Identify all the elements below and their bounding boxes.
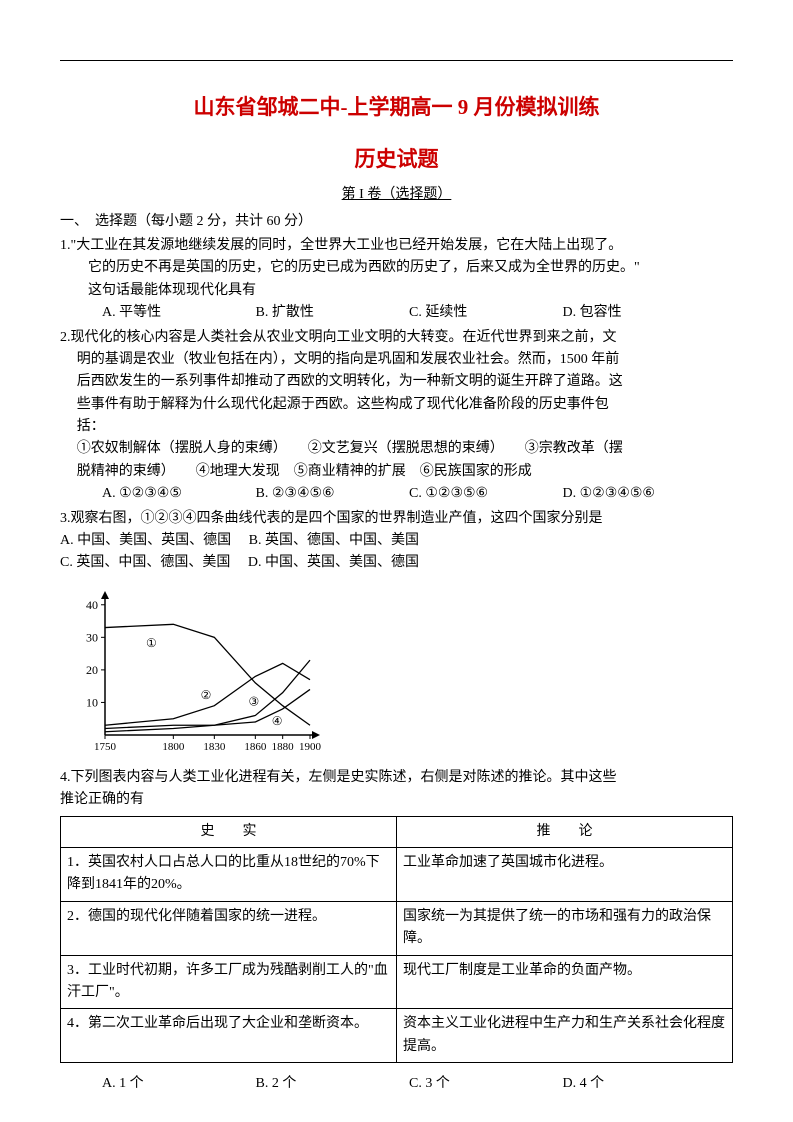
question-1: 1."大工业在其发源地继续发展的同时，全世界大工业也已经开始发展，它在大陆上出现… bbox=[60, 235, 733, 325]
q4-r2-fact: 3．工业时代初期，许多工厂成为残酷剥削工人的"血汗工厂"。 bbox=[61, 955, 397, 1009]
q1-opt-c[interactable]: C. 延续性 bbox=[409, 302, 559, 324]
svg-text:④: ④ bbox=[272, 714, 283, 728]
q1-options: A. 平等性 B. 扩散性 C. 延续性 D. 包容性 bbox=[60, 302, 733, 324]
q1-t3: 这句话最能体现现代化具有 bbox=[60, 280, 733, 302]
q3-opt-a[interactable]: A. 中国、美国、英国、德国 bbox=[60, 533, 231, 548]
q3-opt-b[interactable]: B. 英国、德国、中国、美国 bbox=[249, 533, 419, 548]
q3-t1: 观察右图，①②③④四条曲线代表的是四个国家的世界制造业产值，这四个国家分别是 bbox=[71, 511, 603, 526]
svg-text:20: 20 bbox=[86, 663, 98, 677]
svg-text:1900: 1900 bbox=[299, 741, 322, 753]
q4-t2: 推论正确的有 bbox=[60, 789, 733, 811]
table-header-row: 史 实 推 论 bbox=[61, 816, 733, 847]
q2-opt-b[interactable]: B. ②③④⑤⑥ bbox=[256, 483, 406, 505]
q4-opt-b[interactable]: B. 2 个 bbox=[256, 1073, 406, 1095]
q2-t2: 明的基调是农业（牧业包括在内），文明的指向是巩固和发展农业社会。然而，1500 … bbox=[60, 349, 733, 371]
q1-line1: 1."大工业在其发源地继续发展的同时，全世界大工业也已经开始发展，它在大陆上出现… bbox=[60, 235, 733, 257]
svg-text:1880: 1880 bbox=[272, 741, 295, 753]
q4-line1: 4.下列图表内容与人类工业化进程有关，左侧是史实陈述，右侧是对陈述的推论。其中这… bbox=[60, 767, 733, 789]
question-2: 2.现代化的核心内容是人类社会从农业文明向工业文明的大转变。在近代世界到来之前，… bbox=[60, 327, 733, 506]
q2-options: A. ①②③④⑤ B. ②③④⑤⑥ C. ①②③⑤⑥ D. ①②③④⑤⑥ bbox=[60, 483, 733, 505]
q1-t2: 它的历史不再是英国的历史，它的历史已成为西欧的历史了，后来又成为全世界的历史。" bbox=[60, 257, 733, 279]
q4-options: A. 1 个 B. 2 个 C. 3 个 D. 4 个 bbox=[60, 1073, 733, 1095]
table-row: 1．英国农村人口占总人口的比重从18世纪的70%下降到1841年的20%。 工业… bbox=[61, 848, 733, 902]
q4-table: 史 实 推 论 1．英国农村人口占总人口的比重从18世纪的70%下降到1841年… bbox=[60, 816, 733, 1064]
q4-r1-infer: 国家统一为其提供了统一的市场和强有力的政治保障。 bbox=[397, 901, 733, 955]
q2-t3: 后西欧发生的一系列事件却推动了西欧的文明转化，为一种新文明的诞生开辟了道路。这 bbox=[60, 371, 733, 393]
chart-svg: 10 20 30 40 1750 1800 1830 1860 1880 1900 ① ② ③④ bbox=[70, 587, 330, 757]
svg-text:①: ① bbox=[146, 636, 157, 650]
question-4: 4.下列图表内容与人类工业化进程有关，左侧是史实陈述，右侧是对陈述的推论。其中这… bbox=[60, 767, 733, 1096]
q2-line1: 2.现代化的核心内容是人类社会从农业文明向工业文明的大转变。在近代世界到来之前，… bbox=[60, 327, 733, 349]
q4-t1: 下列图表内容与人类工业化进程有关，左侧是史实陈述，右侧是对陈述的推论。其中这些 bbox=[71, 770, 617, 785]
title-sub: 历史试题 bbox=[60, 143, 733, 177]
q4-r0-infer: 工业革命加速了英国城市化进程。 bbox=[397, 848, 733, 902]
q4-r3-fact: 4．第二次工业革命后出现了大企业和垄断资本。 bbox=[61, 1009, 397, 1063]
q2-items2: 脱精神的束缚） ④地理大发现 ⑤商业精神的扩展 ⑥民族国家的形成 bbox=[60, 461, 733, 483]
svg-text:1830: 1830 bbox=[203, 741, 226, 753]
q1-num: 1. bbox=[60, 238, 71, 253]
q4-th2: 推 论 bbox=[397, 816, 733, 847]
svg-text:1750: 1750 bbox=[94, 741, 117, 753]
svg-text:1800: 1800 bbox=[162, 741, 185, 753]
q2-opt-c[interactable]: C. ①②③⑤⑥ bbox=[409, 483, 559, 505]
q4-num: 4. bbox=[60, 770, 71, 785]
svg-text:1860: 1860 bbox=[244, 741, 266, 753]
q1-t1: "大工业在其发源地继续发展的同时，全世界大工业也已经开始发展，它在大陆上出现了。 bbox=[71, 238, 623, 253]
q3-opt-d[interactable]: D. 中国、英国、美国、德国 bbox=[248, 555, 419, 570]
q4-opt-d[interactable]: D. 4 个 bbox=[563, 1073, 713, 1095]
q4-th1: 史 实 bbox=[61, 816, 397, 847]
table-row: 4．第二次工业革命后出现了大企业和垄断资本。 资本主义工业化进程中生产力和生产关… bbox=[61, 1009, 733, 1063]
q4-opt-a[interactable]: A. 1 个 bbox=[102, 1073, 252, 1095]
q2-t1: 现代化的核心内容是人类社会从农业文明向工业文明的大转变。在近代世界到来之前，文 bbox=[71, 330, 617, 345]
part-label: 一、 选择题（每小题 2 分，共计 60 分） bbox=[60, 211, 733, 233]
q4-opt-c[interactable]: C. 3 个 bbox=[409, 1073, 559, 1095]
title-main: 山东省邹城二中-上学期高一 9 月份模拟训练 bbox=[60, 91, 733, 125]
svg-text:10: 10 bbox=[86, 695, 98, 709]
q2-opt-a[interactable]: A. ①②③④⑤ bbox=[102, 483, 252, 505]
manufacturing-chart: 10 20 30 40 1750 1800 1830 1860 1880 1900 ① ② ③④ bbox=[70, 587, 733, 757]
q2-t5: 括： bbox=[60, 416, 733, 438]
q3-num: 3. bbox=[60, 511, 71, 526]
table-row: 3．工业时代初期，许多工厂成为残酷剥削工人的"血汗工厂"。 现代工厂制度是工业革… bbox=[61, 955, 733, 1009]
q1-opt-b[interactable]: B. 扩散性 bbox=[256, 302, 406, 324]
q1-opt-d[interactable]: D. 包容性 bbox=[563, 302, 713, 324]
svg-text:②: ② bbox=[201, 688, 212, 702]
top-rule bbox=[60, 60, 733, 61]
q2-items1: ①农奴制解体（摆脱人身的束缚） ②文艺复兴（摆脱思想的束缚） ③宗教改革（摆 bbox=[60, 438, 733, 460]
q3-opt-c[interactable]: C. 英国、中国、德国、美国 bbox=[60, 555, 230, 570]
svg-text:③: ③ bbox=[249, 695, 260, 709]
svg-text:30: 30 bbox=[86, 630, 98, 644]
q1-opt-a[interactable]: A. 平等性 bbox=[102, 302, 252, 324]
q2-t4: 些事件有助于解释为什么现代化起源于西欧。这些构成了现代化准备阶段的历史事件包 bbox=[60, 394, 733, 416]
q4-r3-infer: 资本主义工业化进程中生产力和生产关系社会化程度提高。 bbox=[397, 1009, 733, 1063]
section-header: 第 I 卷（选择题） bbox=[60, 184, 733, 206]
q4-r1-fact: 2．德国的现代化伴随着国家的统一进程。 bbox=[61, 901, 397, 955]
table-row: 2．德国的现代化伴随着国家的统一进程。 国家统一为其提供了统一的市场和强有力的政… bbox=[61, 901, 733, 955]
q2-num: 2. bbox=[60, 330, 71, 345]
q3-line1: 3.观察右图，①②③④四条曲线代表的是四个国家的世界制造业产值，这四个国家分别是 bbox=[60, 508, 733, 530]
q4-r0-fact: 1．英国农村人口占总人口的比重从18世纪的70%下降到1841年的20%。 bbox=[61, 848, 397, 902]
q4-r2-infer: 现代工厂制度是工业革命的负面产物。 bbox=[397, 955, 733, 1009]
q3-opts-row2: C. 英国、中国、德国、美国 D. 中国、英国、美国、德国 bbox=[60, 552, 733, 574]
question-3: 3.观察右图，①②③④四条曲线代表的是四个国家的世界制造业产值，这四个国家分别是… bbox=[60, 508, 733, 575]
q3-opts-row1: A. 中国、美国、英国、德国 B. 英国、德国、中国、美国 bbox=[60, 530, 733, 552]
q2-opt-d[interactable]: D. ①②③④⑤⑥ bbox=[563, 483, 713, 505]
svg-text:40: 40 bbox=[86, 598, 98, 612]
